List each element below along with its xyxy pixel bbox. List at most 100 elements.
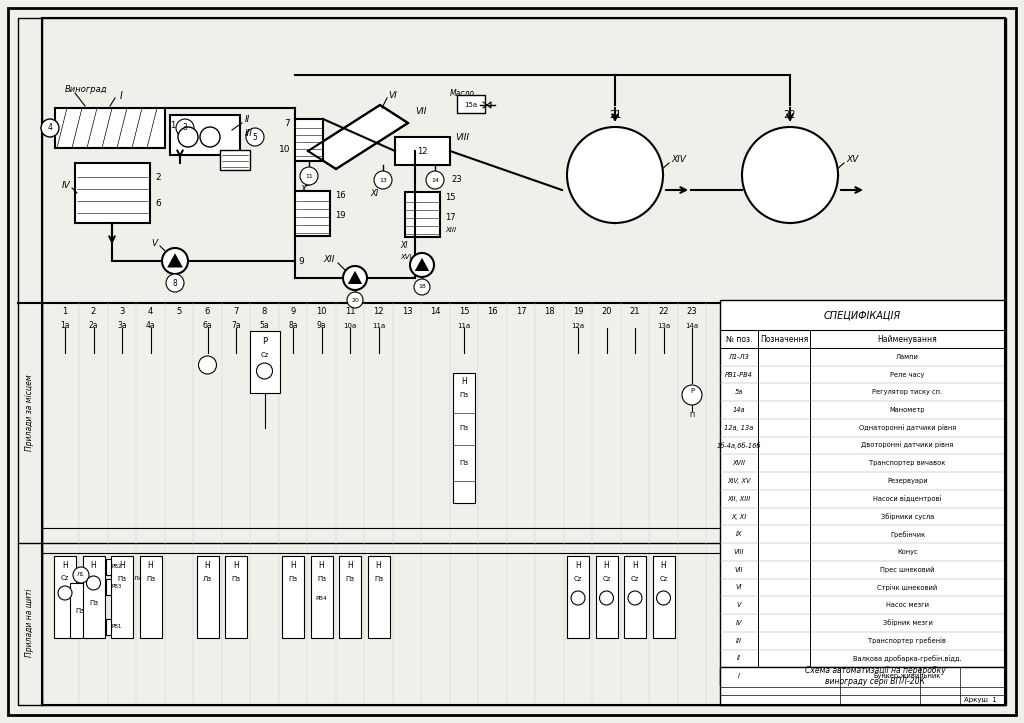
Text: Двоторонні датчики рівня: Двоторонні датчики рівня (861, 442, 953, 449)
Text: Збірники сусла: Збірники сусла (881, 513, 934, 520)
Text: XIII: XIII (445, 227, 456, 233)
Text: 12: 12 (374, 307, 384, 315)
Text: XV: XV (846, 155, 858, 165)
Text: Однаторонні датчики рівня: Однаторонні датчики рівня (859, 424, 956, 431)
Text: II: II (737, 655, 741, 662)
Text: Н: Н (603, 560, 609, 570)
Bar (282, 556, 304, 638)
Text: P: P (262, 336, 267, 346)
Text: Транспортер вичавок: Транспортер вичавок (869, 461, 945, 466)
Text: 11: 11 (305, 174, 313, 179)
Text: Прилади за місцем: Прилади за місцем (26, 375, 35, 451)
Text: 5а: 5а (260, 322, 269, 330)
Text: 4а: 4а (145, 322, 156, 330)
Text: 20: 20 (601, 307, 611, 315)
Text: 22: 22 (783, 110, 797, 120)
Circle shape (347, 292, 362, 308)
Text: Н: Н (347, 560, 353, 570)
Text: Стрічк шнековий: Стрічк шнековий (878, 584, 938, 591)
Circle shape (162, 248, 188, 274)
Text: 14а: 14а (685, 323, 698, 329)
Text: Н: Н (461, 377, 467, 385)
Text: XI: XI (370, 189, 378, 197)
Bar (295, 119, 323, 161)
Text: Лз: Лз (134, 576, 142, 581)
Circle shape (86, 576, 100, 590)
Text: Найменування: Найменування (878, 335, 937, 343)
Bar (368, 556, 389, 638)
Text: Транспортер гребенів: Транспортер гребенів (868, 637, 946, 644)
Text: I: I (738, 673, 740, 679)
Text: Прилади на щиті: Прилади на щиті (26, 589, 35, 657)
Text: XII, XIII: XII, XIII (727, 496, 751, 502)
Text: 21: 21 (609, 110, 622, 120)
Circle shape (256, 363, 272, 379)
Circle shape (41, 119, 59, 137)
Text: 14: 14 (430, 307, 440, 315)
Text: Масло: Масло (450, 88, 475, 98)
Text: 22: 22 (658, 307, 669, 315)
Text: Збірник мезги: Збірник мезги (883, 620, 933, 626)
Circle shape (246, 128, 264, 146)
Bar (720, 300, 1005, 685)
Text: Сz: Сz (659, 576, 668, 582)
Text: Конус: Конус (897, 549, 918, 555)
Text: Валкова дробарка-гребін.відд.: Валкова дробарка-гребін.відд. (853, 655, 962, 662)
Bar (310, 556, 333, 638)
Text: Позначення: Позначення (760, 335, 808, 343)
Text: 11а: 11а (458, 323, 471, 329)
Text: 8: 8 (173, 278, 177, 288)
Text: Н: Н (660, 560, 667, 570)
Text: 12а, 13а: 12а, 13а (724, 425, 754, 431)
Text: 18: 18 (418, 284, 426, 289)
Text: 23: 23 (452, 176, 462, 184)
Text: 19: 19 (572, 307, 584, 315)
Circle shape (176, 119, 194, 137)
Text: Прес шнековий: Прес шнековий (881, 566, 935, 573)
Text: Сz: Сz (573, 576, 583, 582)
Polygon shape (308, 105, 408, 169)
Polygon shape (415, 258, 429, 271)
Text: СПЕЦИФІКАЦІЯ: СПЕЦИФІКАЦІЯ (824, 310, 901, 320)
Text: Лз: Лз (203, 576, 212, 582)
Text: VII: VII (735, 567, 743, 573)
Text: Пз: Пз (460, 425, 469, 431)
Text: Н: Н (62, 560, 68, 570)
Text: 2а: 2а (89, 322, 98, 330)
Text: 17: 17 (516, 307, 526, 315)
Text: РВ3: РВ3 (112, 584, 122, 589)
Text: Насос мезги: Насос мезги (886, 602, 929, 608)
Text: X: X (300, 184, 306, 194)
Polygon shape (348, 271, 362, 284)
Text: P: P (690, 388, 694, 394)
Text: 13: 13 (379, 178, 387, 182)
Text: 15: 15 (445, 192, 456, 202)
Text: Манометр: Манометр (890, 407, 926, 413)
Bar (105, 559, 128, 575)
Text: 15а: 15а (465, 102, 477, 108)
Text: VI: VI (736, 584, 742, 591)
Text: 10а: 10а (343, 323, 356, 329)
Text: 3: 3 (182, 124, 187, 132)
Circle shape (682, 385, 702, 405)
Text: 7: 7 (233, 307, 239, 315)
Text: Насоси відцентрові: Насоси відцентрові (873, 495, 942, 502)
Bar (652, 556, 675, 638)
Text: Л1: Л1 (77, 573, 85, 578)
Circle shape (567, 127, 663, 223)
Text: 14: 14 (431, 178, 439, 182)
Text: 13а: 13а (656, 323, 670, 329)
Bar (406, 192, 440, 237)
Text: 6: 6 (205, 307, 210, 315)
Circle shape (426, 171, 444, 189)
Bar (139, 556, 162, 638)
Text: Гребінчик: Гребінчик (890, 531, 925, 538)
Bar (225, 556, 247, 638)
Bar (105, 619, 128, 635)
Bar (111, 556, 133, 638)
Text: Аркуш  1: Аркуш 1 (964, 697, 996, 703)
Text: РВ2: РВ2 (112, 565, 122, 570)
Text: VIII: VIII (734, 549, 744, 555)
Bar (567, 556, 589, 638)
Circle shape (58, 586, 72, 600)
